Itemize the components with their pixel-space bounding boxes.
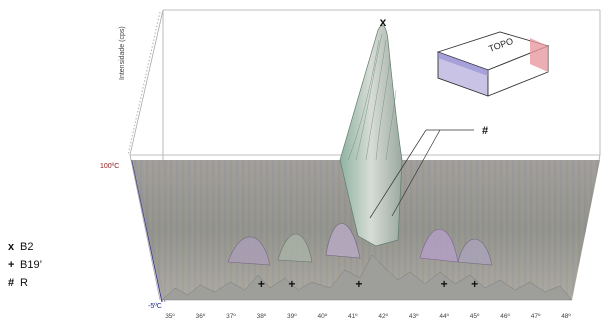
x-tick-label: 41º [348,313,358,320]
x-tick-label: 43º [409,313,419,320]
x-tick-label: 39º [287,313,297,320]
phase-legend: x B2 + B19’ # R [8,238,42,292]
legend-item-b2: x B2 [8,238,42,256]
temp-label-top: 100ºC [100,163,119,170]
x-tick-label: 38º [257,313,267,320]
x-tick-label: 42º [378,313,388,320]
b2-peak-symbol: x [380,15,387,29]
x-tick-label: 47º [531,313,541,320]
y-axis-scale [127,11,161,156]
legend-label: R [20,277,28,289]
b19-peak-marker: + [471,277,478,291]
x-tick-label: 36º [196,313,206,320]
legend-symbol: # [8,277,15,289]
legend-label: B19’ [20,259,43,271]
x-tick-label: 45º [470,313,480,320]
b19-peak-marker: + [441,277,448,291]
legend-symbol: x [8,241,15,253]
sample-inset: TOPO [436,31,550,97]
legend-item-r: # R [8,274,42,292]
x-tick-label: 48º [561,313,571,320]
x-tick-label: 40º [318,313,328,320]
surface-front-ridges [161,254,573,301]
b19-peak-marker: + [288,277,295,291]
legend-item-b19: + B19’ [8,256,42,274]
x-tick-label: 44º [439,313,449,320]
x-tick-label: 37º [226,313,236,320]
x-tick-label: 46º [500,313,510,320]
b2-peak [339,25,403,247]
b19-peak-marker: + [355,277,362,291]
legend-symbol: + [8,259,15,271]
r-peak-symbol: # [482,125,488,137]
legend-label: B2 [20,241,34,253]
x-axis-ticks: 35º 36º 37º 38º 39º 40º 41º 42º 43º 44º 45º 46º 47º 4… [165,313,571,320]
temp-label-bottom: -5ºC [148,303,162,310]
b2-peak-contours [347,33,397,161]
x-tick-label: 35º [165,313,175,320]
surface-humps [227,223,493,266]
r-callout-lines [369,129,474,219]
b19-peak-marker: + [258,277,265,291]
y-axis-label: Intensidade (cps) [119,26,126,80]
peak-markers: + + + + + [258,277,478,291]
